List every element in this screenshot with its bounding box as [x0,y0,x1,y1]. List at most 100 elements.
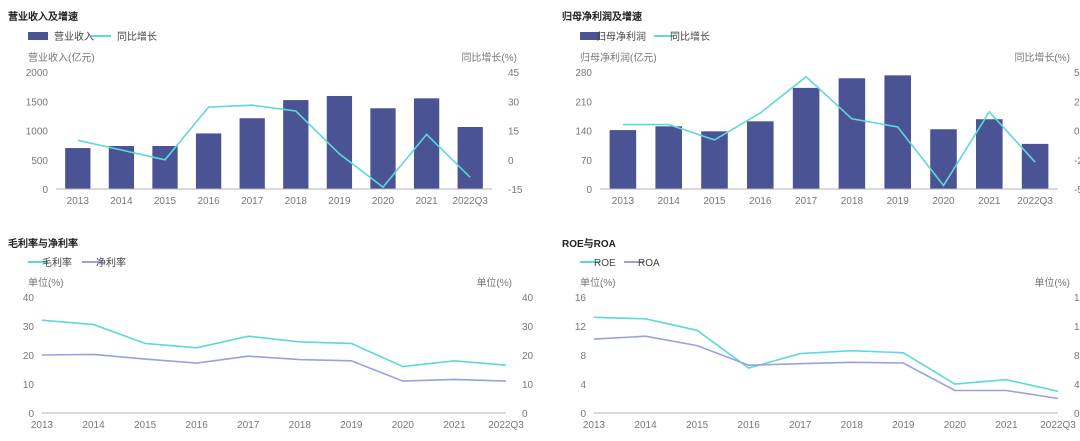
bar[interactable] [792,87,820,189]
x-tick-label: 2015 [154,196,177,207]
bar[interactable] [747,121,774,189]
y-tick-label-left: 0 [580,409,586,420]
x-tick-label: 2018 [841,420,864,431]
x-tick-label: 2019 [328,196,351,207]
chart-title: 毛利率与净利率 [8,237,78,250]
bar[interactable] [326,95,353,189]
y-tick-label-right: 0 [1074,409,1080,420]
x-tick-label: 2022Q3 [1040,420,1076,431]
chart-title: ROE与ROA [562,237,616,250]
x-tick-label: 2017 [241,196,264,207]
x-tick-label: 2021 [443,420,466,431]
y-tick-label-right: 0 [508,156,514,167]
x-tick-label: 2014 [110,196,133,207]
x-tick-label: 2014 [658,196,681,207]
y-tick-label-right: 45 [508,68,520,79]
y-tick-label-right: 0 [522,409,528,420]
legend-swatch-bar [28,32,48,40]
series-line[interactable] [41,353,507,382]
y-tick-label-left: 140 [575,127,592,138]
y-tick-label-right: 15 [508,127,520,138]
x-tick-label: 2015 [686,420,709,431]
y-tick-label-left: 280 [575,68,592,79]
bar[interactable] [65,148,91,189]
bar[interactable] [195,133,222,189]
right-axis-unit: 单位(%) [476,276,512,289]
left-axis-unit: 归母净利润(亿元) [580,51,657,64]
legend-label-net[interactable]: 净利率 [96,256,126,269]
y-tick-label-left: 8 [580,351,586,362]
bar[interactable] [609,130,637,189]
series-line[interactable] [41,319,507,368]
net-profit-chart: 归母净利润及增速 归母净利润 同比增长 归母净利润(亿元) 同比增长(%) 0 7… [562,10,1080,207]
bar[interactable] [884,75,911,189]
y-tick-label-left: 20 [23,351,35,362]
x-tick-label: 2015 [703,196,726,207]
y-tick-label-right: 25 [1074,97,1080,108]
left-axis-unit: 营业收入(亿元) [28,51,95,64]
legend-label-roe[interactable]: ROE [594,258,616,269]
y-tick-label-left: 1000 [26,127,49,138]
x-tick-label: 2013 [31,420,54,431]
y-tick-label-left: 1500 [26,97,49,108]
y-tick-label-right: 30 [508,97,520,108]
y-tick-label-right: 40 [522,293,534,304]
x-tick-label: 2019 [887,196,910,207]
right-axis-unit: 同比增长(%) [461,51,517,64]
x-tick-label: 2018 [285,196,308,207]
legend-swatch-bar [580,32,600,40]
bar[interactable] [152,146,178,189]
bar[interactable] [370,108,396,189]
x-tick-label: 2021 [995,420,1018,431]
x-tick-label: 2021 [978,196,1001,207]
legend-label-roa[interactable]: ROA [638,258,660,269]
legend-label-gross[interactable]: 毛利率 [42,256,72,269]
series-line[interactable] [77,104,471,189]
legend-label-bar[interactable]: 营业收入 [54,30,94,43]
x-tick-label: 2018 [289,420,312,431]
y-tick-label-left: 210 [575,97,592,108]
legend-label-bar[interactable]: 归母净利润 [596,30,646,43]
roe-roa-chart: ROE与ROA ROE ROA 单位(%) 单位(%) 0 4 8 12 16 0 4 8 12… [562,237,1080,431]
chart-title: 归母净利润及增速 [562,10,642,23]
x-tick-label: 2015 [134,420,157,431]
legend-label-line[interactable]: 同比增长 [670,30,710,43]
bar[interactable] [976,119,1003,189]
bar[interactable] [283,100,309,189]
bar[interactable] [838,78,866,189]
bar[interactable] [239,118,265,189]
y-tick-label-right: 10 [522,380,534,391]
x-tick-label: 2016 [738,420,761,431]
y-tick-label-left: 0 [42,185,48,196]
series-line[interactable] [593,316,1059,393]
bar[interactable] [930,129,957,189]
x-tick-label: 2013 [612,196,635,207]
revenue-chart: 营业收入及增速 营业收入 同比增长 营业收入(亿元) 同比增长(%) 0 500 1… [8,10,523,207]
margin-chart-panel: 毛利率与净利率 毛利率 净利率 单位(%) 单位(%) 0 10 20 30 40 0 10… [0,220,540,441]
x-tick-label: 2019 [892,420,915,431]
series-line[interactable] [622,75,1036,187]
x-tick-label: 2022Q3 [488,420,524,431]
x-tick-label: 2022Q3 [452,196,488,207]
y-tick-label-left: 70 [581,156,593,167]
x-tick-label: 2018 [841,196,864,207]
y-tick-label-left: 12 [575,322,587,333]
series-line[interactable] [593,335,1059,400]
y-tick-label-right: -25 [1074,156,1080,167]
right-axis-unit: 同比增长(%) [1014,51,1070,64]
x-tick-label: 2017 [789,420,812,431]
revenue-chart-panel: 营业收入及增速 营业收入 同比增长 营业收入(亿元) 同比增长(%) 0 500 1… [0,0,540,220]
x-tick-label: 2016 [749,196,772,207]
margin-chart: 毛利率与净利率 毛利率 净利率 单位(%) 单位(%) 0 10 20 30 40 0 10… [8,237,534,431]
x-tick-label: 2014 [634,420,657,431]
bar[interactable] [701,131,728,189]
bar[interactable] [457,126,483,189]
x-tick-label: 2017 [795,196,818,207]
x-tick-label: 2014 [82,420,105,431]
bar[interactable] [655,126,682,189]
bar[interactable] [108,146,135,189]
legend-label-line[interactable]: 同比增长 [117,30,157,43]
x-tick-label: 2020 [944,420,967,431]
x-tick-label: 2017 [237,420,260,431]
bar[interactable] [1021,143,1049,189]
